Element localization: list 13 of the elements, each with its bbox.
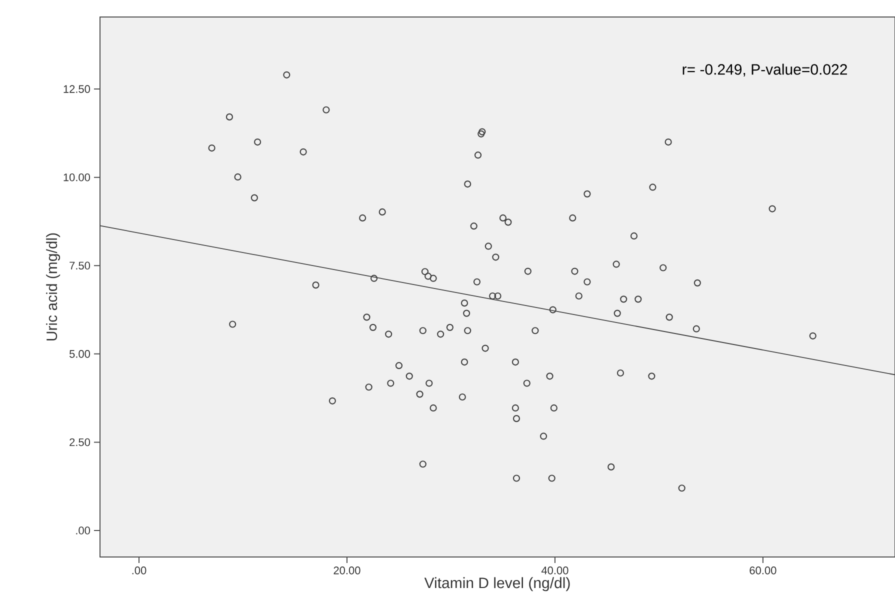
- y-tick-label: 10.00: [64, 173, 90, 182]
- x-tick-label: .00: [132, 566, 146, 574]
- y-tick-label: 12.50: [64, 85, 90, 93]
- x-axis-title: Vitamin D level (ng/dl): [424, 577, 570, 592]
- y-tick-label: 7.50: [70, 262, 90, 270]
- y-tick-label: 2.50: [70, 438, 90, 446]
- annotation: r= -0.249, P-value=0.022: [682, 64, 847, 77]
- y-tick-label: 5.00: [69, 350, 90, 358]
- y-axis-title: Uric acid (mg/dl): [46, 233, 60, 340]
- y-tick-label: .00: [76, 526, 90, 534]
- x-tick-label: 40.00: [541, 566, 568, 574]
- x-tick-label: 60.00: [750, 566, 776, 574]
- x-tick-label: 20.00: [334, 566, 360, 574]
